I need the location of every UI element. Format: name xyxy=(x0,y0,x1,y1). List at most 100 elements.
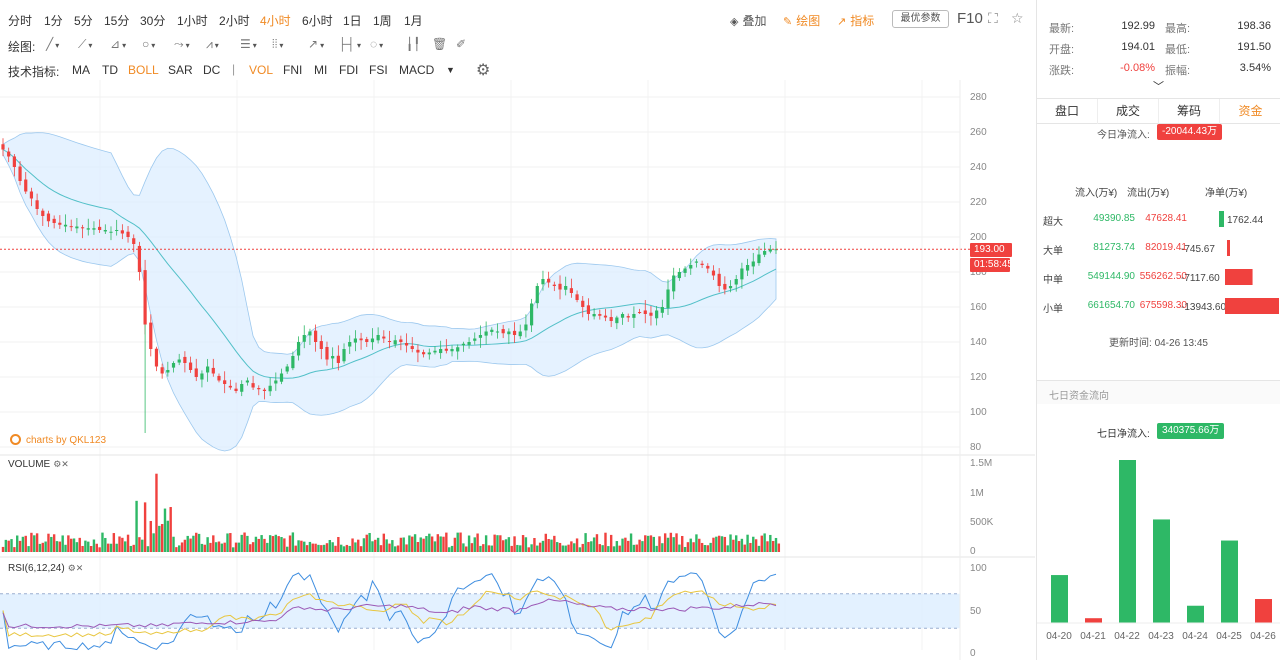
candle-body xyxy=(672,275,676,292)
tf-5m[interactable]: 5分 xyxy=(74,14,93,28)
overlay-button[interactable]: ◈ 叠加 xyxy=(730,12,766,29)
ind-ma[interactable]: MA xyxy=(72,63,90,77)
chart-grid xyxy=(0,80,960,650)
volume-bar xyxy=(303,541,306,552)
f10-button[interactable]: F10 xyxy=(957,10,983,27)
flow-in: 549144.90 xyxy=(1087,271,1135,282)
tab-orderbook[interactable]: 盘口 xyxy=(1037,99,1098,124)
seven-day-label: 04-22 xyxy=(1114,631,1140,642)
chart-canvas[interactable] xyxy=(0,80,1035,660)
candle-body xyxy=(296,342,301,356)
settings-gear-icon[interactable]: ⚙ xyxy=(476,62,491,79)
ind-fdi[interactable]: FDI xyxy=(339,63,359,77)
candle-body xyxy=(132,238,136,244)
volume-bar xyxy=(644,535,647,552)
ind-sar[interactable]: SAR xyxy=(168,63,193,77)
tf-1mo[interactable]: 1月 xyxy=(404,14,423,28)
tf-1w[interactable]: 1周 xyxy=(373,14,392,28)
fib-tool-icon[interactable]: ☰ ▾ xyxy=(240,37,257,51)
line-tool-icon[interactable]: ╱ ▾ xyxy=(46,37,60,51)
volume-bar xyxy=(715,536,718,552)
latest-label: 最新: xyxy=(1049,23,1075,35)
candle-body xyxy=(370,338,375,343)
volume-bar xyxy=(58,541,62,552)
tf-6h[interactable]: 6小时 xyxy=(302,14,333,28)
volume-bar xyxy=(368,532,371,552)
volume-bar xyxy=(604,532,607,552)
volume-bar xyxy=(38,543,42,552)
shape-tool-icon[interactable]: ○ ▾ xyxy=(142,37,156,51)
tf-2h[interactable]: 2小时 xyxy=(219,14,250,28)
volume-bar xyxy=(658,536,661,552)
header-outflow: 流出(万¥) xyxy=(1127,188,1170,199)
volume-bar xyxy=(84,540,87,552)
trash-icon[interactable]: 🗑 xyxy=(432,37,448,51)
volume-bar xyxy=(646,535,650,552)
volume-bar xyxy=(149,520,152,552)
net-flow-bar xyxy=(1225,269,1253,285)
tab-trades[interactable]: 成交 xyxy=(1098,99,1159,124)
settings-icon[interactable]: ⚙✕ xyxy=(53,459,69,469)
ind-vol[interactable]: VOL xyxy=(249,63,274,77)
bars-tool-icon[interactable]: ╽╿ xyxy=(406,37,421,51)
gann-tool-icon[interactable]: ⦙⦙ ▾ xyxy=(272,37,284,51)
volume-bar xyxy=(288,535,292,552)
volume-bar xyxy=(430,536,434,552)
pattern-tool-icon[interactable]: ⩘ ▾ xyxy=(206,37,219,51)
ind-mi[interactable]: MI xyxy=(314,63,328,77)
measure-tool-icon[interactable]: ├┤ ▾ xyxy=(338,37,362,51)
seven-day-label: 04-24 xyxy=(1182,631,1208,642)
volume-bar xyxy=(567,544,570,552)
volume-bar xyxy=(217,541,221,552)
ind-dc[interactable]: DC xyxy=(203,63,221,77)
channel-tool-icon[interactable]: ⊿ ▾ xyxy=(110,37,127,51)
ind-boll[interactable]: BOLL xyxy=(128,63,159,77)
eraser-icon[interactable]: ✐ xyxy=(456,37,467,51)
tf-15m[interactable]: 15分 xyxy=(104,14,130,28)
tf-fenshi[interactable]: 分时 xyxy=(8,14,33,28)
volume-bar xyxy=(141,539,144,552)
best-param-button[interactable]: 最优参数 xyxy=(892,10,949,28)
tab-chips[interactable]: 筹码 xyxy=(1159,99,1220,124)
candle-body xyxy=(632,314,636,318)
volume-bar xyxy=(666,537,670,552)
volume-bar xyxy=(663,533,667,552)
seven-day-label: 04-23 xyxy=(1148,631,1174,642)
arrow-tool-icon[interactable]: ↗ ▾ xyxy=(308,37,325,51)
volume-bar xyxy=(126,534,130,552)
volume-bar xyxy=(638,539,641,552)
star-icon[interactable]: ☆ xyxy=(1011,10,1024,26)
tf-30m[interactable]: 30分 xyxy=(140,14,166,28)
settings-icon[interactable]: ⚙✕ xyxy=(67,563,84,573)
volume-bar xyxy=(519,545,522,552)
drawing-label: 绘图: xyxy=(8,40,36,54)
ind-fni[interactable]: FNI xyxy=(283,63,303,77)
tf-1d[interactable]: 1日 xyxy=(343,14,362,28)
tf-1h[interactable]: 1小时 xyxy=(177,14,208,28)
volume-bar xyxy=(624,537,627,552)
polyline-tool-icon[interactable]: ⤳ ▾ xyxy=(174,37,190,51)
candle-body xyxy=(12,156,16,167)
draw-button[interactable]: ✎ 绘图 xyxy=(783,12,820,29)
ind-macd[interactable]: MACD xyxy=(399,63,435,77)
ind-td[interactable]: TD xyxy=(102,63,118,77)
ray-tool-icon[interactable]: ⟋ ▾ xyxy=(78,37,93,51)
tab-capital[interactable]: 资金 xyxy=(1238,104,1263,118)
candle-body xyxy=(694,261,699,263)
tf-1m[interactable]: 1分 xyxy=(44,14,63,28)
chevron-down-icon[interactable]: ﹀ xyxy=(1153,81,1164,93)
fullscreen-icon[interactable]: ⛶ xyxy=(988,10,998,26)
candle-body xyxy=(154,348,159,367)
tf-4h[interactable]: 4小时 xyxy=(260,14,291,28)
flow-cat: 超大 xyxy=(1043,217,1063,228)
volume-bar xyxy=(359,546,363,552)
seven-day-label: 04-26 xyxy=(1250,631,1276,642)
more-indicators-icon[interactable]: ▼ xyxy=(446,65,455,75)
note-tool-icon[interactable]: ◌ ▾ xyxy=(370,37,384,51)
candle-body xyxy=(422,352,426,355)
indicator-button[interactable]: ↗ 指标 xyxy=(837,12,874,29)
latest-value: 192.99 xyxy=(1121,20,1155,32)
volume-bar xyxy=(78,537,81,552)
ind-fsi[interactable]: FSI xyxy=(369,63,388,77)
seven-day-bar xyxy=(1221,540,1238,623)
